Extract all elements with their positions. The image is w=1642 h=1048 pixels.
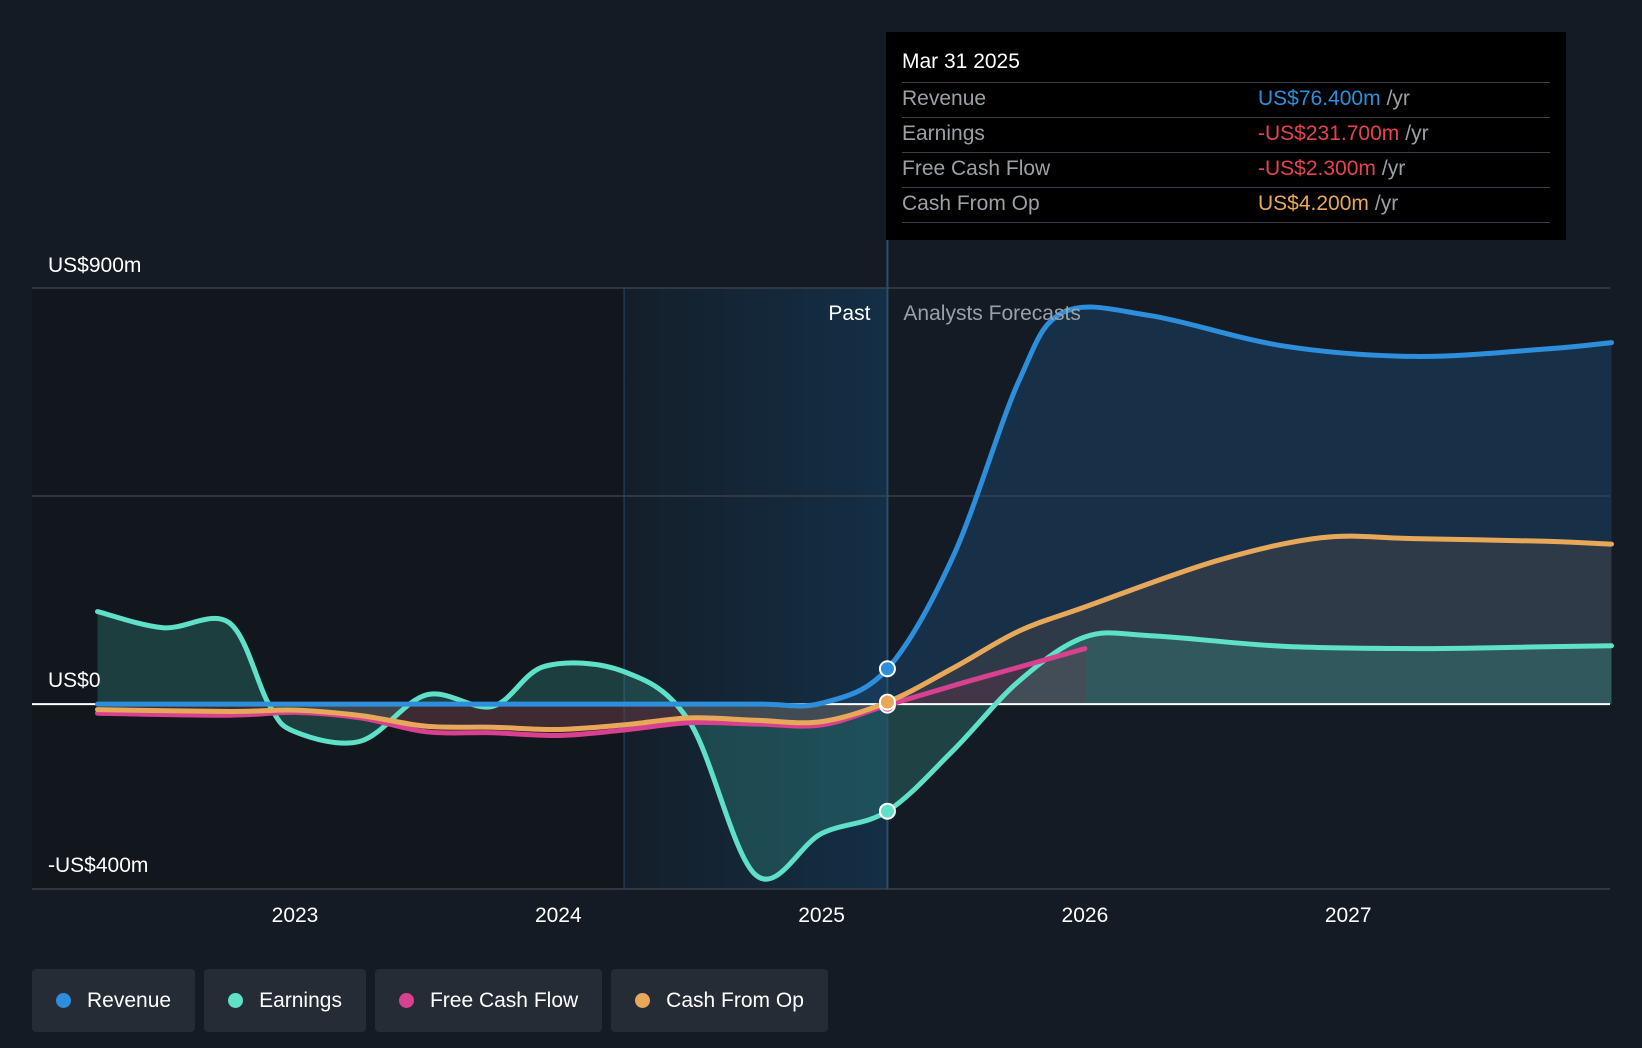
cash-from-op-point: [878, 693, 896, 711]
earnings-dot-icon: [228, 993, 244, 1008]
legend-item-free-cash-flow[interactable]: Free Cash Flow: [374, 969, 603, 1032]
legend-item-earnings[interactable]: Earnings: [204, 969, 366, 1032]
cash-from-op-dot-icon: [635, 993, 651, 1008]
tooltip-label: Free Cash Flow: [902, 157, 1051, 180]
tooltip-value: US$76.400m: [1258, 87, 1381, 110]
tooltip-row-cash-from-op: Cash From Op US$4.200m /yr: [902, 187, 1550, 223]
tooltip-value: -US$231.700m: [1258, 122, 1400, 145]
y-axis-label-bottom: -US$400m: [48, 854, 148, 877]
cash-from-op-line: [95, 533, 1614, 733]
tooltip-unit: /yr: [1405, 122, 1429, 145]
tooltip-label: Revenue: [902, 87, 987, 110]
legend: Revenue Earnings Free Cash Flow Cash Fro…: [32, 969, 828, 1032]
y-axis-label-top: US$900m: [48, 254, 141, 277]
legend-item-revenue[interactable]: Revenue: [32, 969, 196, 1032]
tooltip-row-revenue: Revenue US$76.400m /yr: [902, 82, 1550, 117]
tooltip-unit: /yr: [1381, 157, 1406, 180]
x-tick-label: 2025: [798, 904, 845, 927]
x-tick-label: 2026: [1062, 904, 1109, 927]
revenue-dot-icon: [56, 993, 71, 1008]
history-region: [32, 288, 625, 889]
tooltip-label: Cash From Op: [902, 192, 1040, 215]
past-region: [624, 288, 888, 889]
tooltip-date: Mar 31 2025: [902, 50, 1020, 73]
legend-label: Cash From Op: [666, 988, 804, 1012]
cash-from-op-area: [97, 536, 1612, 730]
tooltip-unit: /yr: [1374, 192, 1399, 215]
tooltip-row-free-cash-flow: Free Cash Flow -US$2.300m /yr: [902, 152, 1550, 187]
tooltip-row-earnings: Earnings -US$231.700m /yr: [902, 117, 1550, 152]
revenue-line: [95, 304, 1614, 709]
free-cash-flow-dot-icon: [398, 993, 414, 1008]
tooltip-label: Earnings: [902, 122, 985, 145]
tooltip-value: US$4.200m: [1258, 192, 1369, 215]
tooltip: Mar 31 2025 Revenue US$76.400m /yr Earni…: [886, 32, 1566, 240]
legend-label: Free Cash Flow: [429, 988, 579, 1012]
x-tick-label: 2024: [535, 904, 582, 927]
x-tick-label: 2023: [272, 904, 319, 927]
legend-label: Earnings: [259, 988, 342, 1012]
earnings-line: [95, 609, 1614, 882]
legend-item-cash-from-op[interactable]: Cash From Op: [611, 969, 828, 1032]
tooltip-unit: /yr: [1386, 87, 1410, 110]
revenue-point: [878, 660, 896, 678]
legend-label: Revenue: [87, 988, 172, 1012]
y-axis-label-zero: US$0: [48, 669, 101, 692]
revenue-area: [97, 306, 1612, 706]
earnings-area: [97, 611, 1612, 880]
earnings-point: [878, 802, 896, 820]
x-tick-label: 2027: [1325, 904, 1372, 927]
past-label: Past: [828, 302, 870, 325]
forecast-label: Analysts Forecasts: [903, 302, 1080, 325]
tooltip-value: -US$2.300m: [1258, 157, 1376, 180]
